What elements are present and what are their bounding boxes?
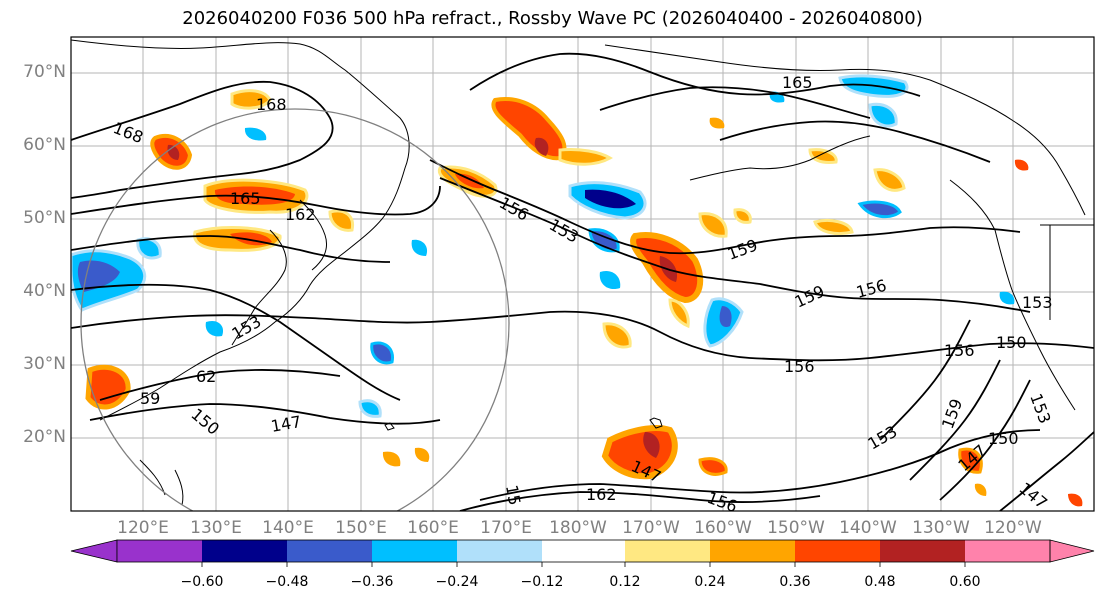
lon-label-180w: 180°W bbox=[549, 518, 607, 538]
lon-label-160e: 160°E bbox=[407, 518, 459, 538]
colorbar-extend-max bbox=[1049, 539, 1095, 563]
colorbar-tick-label: −0.48 bbox=[265, 574, 309, 590]
colorbar-tick-label: 0.36 bbox=[779, 574, 811, 590]
colorbar-tick-label: 0.48 bbox=[864, 574, 896, 590]
contour-label: 165 bbox=[782, 73, 813, 92]
contour-label: 156 bbox=[784, 357, 815, 376]
contour-label: 156 bbox=[944, 341, 975, 360]
colorbar-frame bbox=[116, 539, 1051, 563]
colorbar-extend-min bbox=[70, 539, 118, 563]
lon-label-170w: 170°W bbox=[622, 518, 680, 538]
colorbar-segment bbox=[965, 540, 1050, 562]
contour-label: 162 bbox=[586, 485, 617, 504]
contours bbox=[71, 52, 1094, 511]
colorbar-tick-label: 0.12 bbox=[609, 574, 641, 590]
contour-label: 165 bbox=[230, 189, 261, 208]
lon-label-130e: 130°E bbox=[190, 518, 242, 538]
lat-label-60n: 60°N bbox=[23, 135, 66, 155]
colorbar-segment bbox=[202, 540, 287, 562]
contour-label: 150 bbox=[988, 429, 1019, 448]
contour-label: 62 bbox=[196, 367, 216, 386]
lon-label-150w: 150°W bbox=[767, 518, 825, 538]
contour-label: 15 bbox=[502, 483, 524, 506]
lon-label-160w: 160°W bbox=[694, 518, 752, 538]
lon-label-120w: 120°W bbox=[984, 518, 1042, 538]
colorbar bbox=[70, 539, 1095, 567]
lon-label-120e: 120°E bbox=[117, 518, 169, 538]
contour-label: 59 bbox=[140, 389, 160, 408]
colorbar-tick-label: 0.24 bbox=[694, 574, 726, 590]
lon-label-150e: 150°E bbox=[335, 518, 387, 538]
colorbar-tick-label: −0.12 bbox=[520, 574, 564, 590]
lat-label-70n: 70°N bbox=[23, 62, 66, 82]
colorbar-segment bbox=[287, 540, 372, 562]
lon-label-140w: 140°W bbox=[839, 518, 897, 538]
contour-label: 162 bbox=[285, 205, 316, 224]
lon-label-140e: 140°E bbox=[262, 518, 314, 538]
map-title: 2026040200 F036 500 hPa refract., Rossby… bbox=[182, 8, 923, 29]
lon-label-170e: 170°E bbox=[480, 518, 532, 538]
colorbar-segment bbox=[542, 540, 625, 562]
colorbar-segment bbox=[117, 540, 202, 562]
colorbar-tick-label: 0.60 bbox=[949, 574, 981, 590]
lat-label-30n: 30°N bbox=[23, 354, 66, 374]
positive-anomaly-patches bbox=[85, 89, 1083, 507]
colorbar-segment bbox=[880, 540, 965, 562]
lon-label-130w: 130°W bbox=[912, 518, 970, 538]
contour-label: 168 bbox=[256, 95, 287, 114]
highlight-circle bbox=[80, 108, 510, 511]
colorbar-ticks bbox=[201, 562, 966, 567]
lat-label-50n: 50°N bbox=[23, 208, 66, 228]
colorbar-tick-label: −0.36 bbox=[350, 574, 394, 590]
contour-label: 153 bbox=[1022, 293, 1053, 312]
colorbar-segment bbox=[710, 540, 795, 562]
colorbar-segment bbox=[625, 540, 710, 562]
map-plot-area: 168 168 165 162 165 156 153 159 159 156 … bbox=[71, 37, 1094, 511]
contour-label: 150 bbox=[996, 333, 1027, 352]
colorbar-segment bbox=[372, 540, 457, 562]
lat-label-40n: 40°N bbox=[23, 281, 66, 301]
colorbar-segment bbox=[795, 540, 880, 562]
colorbar-segment bbox=[457, 540, 542, 562]
colorbar-tick-label: −0.60 bbox=[180, 574, 224, 590]
colorbar-tick-label: −0.24 bbox=[435, 574, 479, 590]
lat-label-20n: 20°N bbox=[23, 427, 66, 447]
map-frame bbox=[70, 36, 1095, 512]
